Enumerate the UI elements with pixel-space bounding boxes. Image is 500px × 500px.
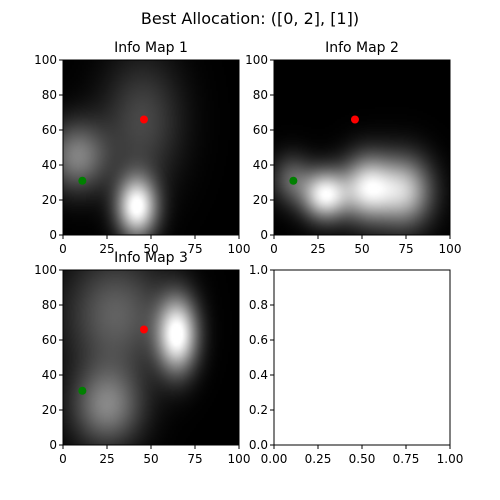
- subplot-title: Info Map 1: [114, 40, 188, 56]
- y-tick-label: 0: [49, 438, 57, 452]
- y-tick-label: 0: [49, 228, 57, 242]
- y-tick-label: 60: [42, 333, 57, 347]
- y-tick-label: 40: [42, 158, 57, 172]
- heatmap-image: [63, 270, 239, 445]
- green-point: [289, 176, 298, 185]
- y-tick-label: 60: [42, 123, 57, 137]
- subplot-4: 0.00 0.25 0.50 0.75 1.00 0.0 0.2 0.4 0.6 0.8 1.0: [249, 263, 463, 466]
- y-tick-label: 100: [34, 53, 57, 67]
- subplot-title: Info Map 2: [325, 40, 399, 56]
- x-tick-label: 50: [143, 242, 158, 256]
- x-tick-label: 100: [439, 242, 462, 256]
- x-tick-label: 0.50: [349, 452, 376, 466]
- subplot-3: 0 25 50 75 100 0 20 40 60 80 100 Info Map 3: [34, 250, 250, 466]
- x-tick-label: 75: [187, 242, 202, 256]
- x-tick-label: 50: [143, 452, 158, 466]
- x-tick-label: 50: [354, 242, 369, 256]
- y-tick-label: 0: [260, 228, 268, 242]
- y-tick-label: 1.0: [249, 263, 268, 277]
- red-point: [139, 115, 148, 124]
- y-tick-label: 20: [253, 193, 268, 207]
- y-tick-label: 80: [42, 88, 57, 102]
- x-tick-label: 100: [228, 452, 251, 466]
- subplot-title: Info Map 3: [114, 250, 188, 266]
- y-tick-label: 40: [42, 368, 57, 382]
- red-point: [139, 325, 148, 334]
- x-tick-label: 75: [398, 242, 413, 256]
- y-tick-label: 0.0: [249, 438, 268, 452]
- x-tick-label: 100: [228, 242, 251, 256]
- y-tick-label: 20: [42, 193, 57, 207]
- x-tick-label: 0.25: [305, 452, 332, 466]
- x-tick-label: 25: [99, 242, 114, 256]
- y-tick-label: 80: [42, 298, 57, 312]
- x-tick-label: 75: [187, 452, 202, 466]
- y-tick-label: 0.6: [249, 333, 268, 347]
- green-point: [78, 386, 87, 395]
- y-tick-label: 0.4: [249, 368, 268, 382]
- y-tick-label: 60: [253, 123, 268, 137]
- y-tick-label: 20: [42, 403, 57, 417]
- heatmap-image: [63, 60, 239, 235]
- red-point: [350, 115, 359, 124]
- x-tick-label: 25: [99, 452, 114, 466]
- x-tick-label: 0: [270, 242, 278, 256]
- y-tick-label: 0.8: [249, 298, 268, 312]
- x-tick-label: 0.75: [393, 452, 420, 466]
- green-point: [78, 176, 87, 185]
- y-tick-label: 40: [253, 158, 268, 172]
- x-tick-label: 1.00: [437, 452, 464, 466]
- x-tick-label: 0: [59, 242, 67, 256]
- subplot-1: 0 25 50 75 100 0 20 40 60 80 100 Info Map 1: [34, 40, 250, 256]
- y-tick-label: 0.2: [249, 403, 268, 417]
- subplot-2: 0 25 50 75 100 0 20 40 60 80 100 Info Map 2: [245, 40, 461, 256]
- y-tick-label: 80: [253, 88, 268, 102]
- heatmap-image: [274, 60, 450, 235]
- y-tick-label: 100: [34, 263, 57, 277]
- x-tick-label: 0.00: [261, 452, 288, 466]
- x-tick-label: 25: [310, 242, 325, 256]
- figure-suptitle: Best Allocation: ([0, 2], [1]): [141, 9, 359, 28]
- x-tick-label: 0: [59, 452, 67, 466]
- y-tick-label: 100: [245, 53, 268, 67]
